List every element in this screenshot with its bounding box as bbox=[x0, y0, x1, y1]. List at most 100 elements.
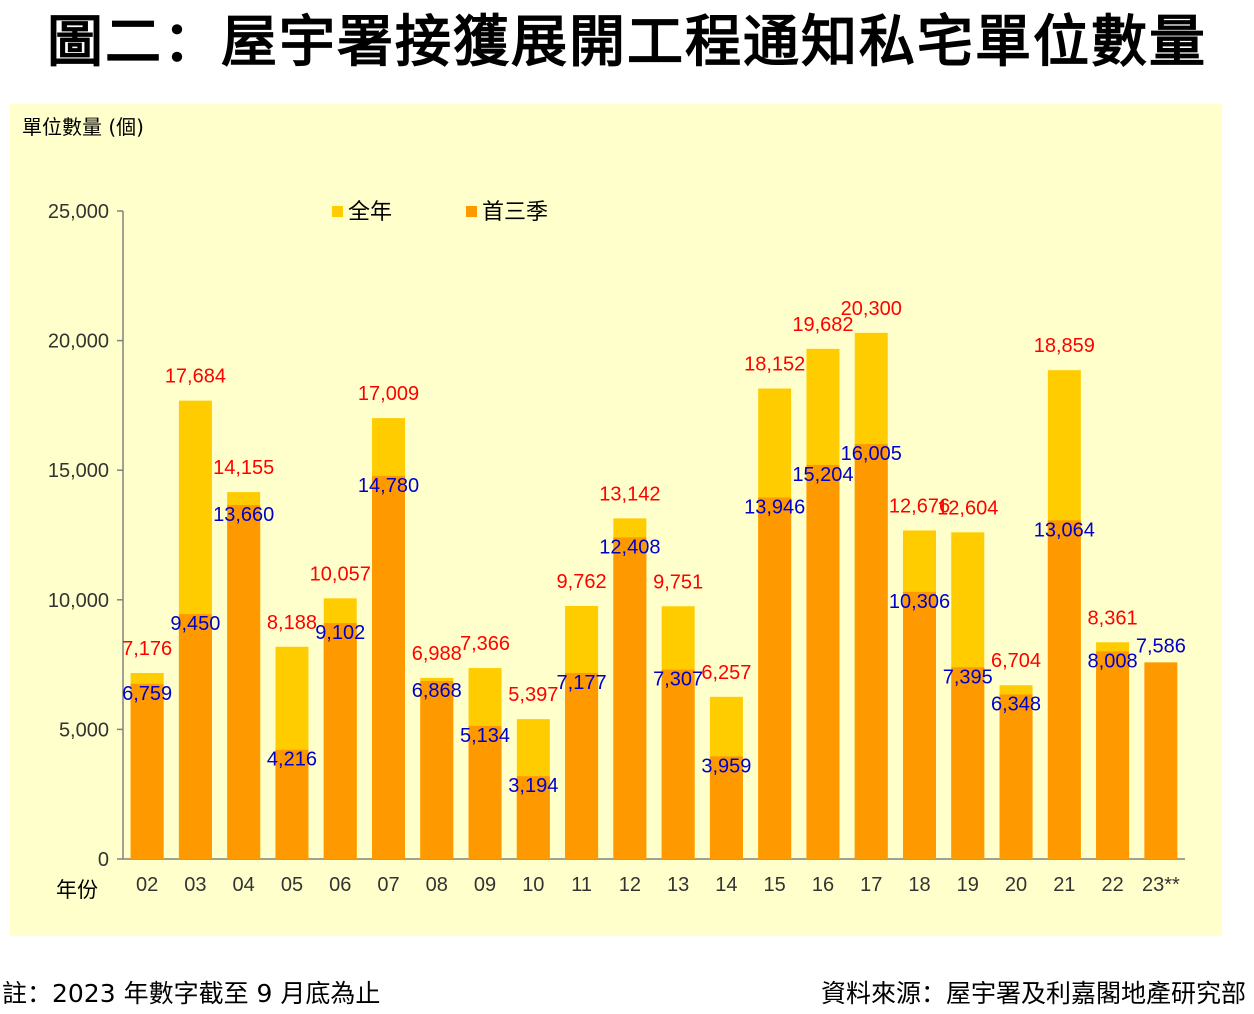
data-label-full-year: 12,604 bbox=[937, 497, 998, 519]
data-label-first-three-quarters: 9,102 bbox=[315, 622, 365, 644]
data-label-first-three-quarters: 4,216 bbox=[267, 749, 317, 771]
bar-chart: 單位數量 (個) 年份 全年 首三季 25,000 20,000 15,000 10,… bbox=[22, 115, 1186, 902]
data-label-full-year: 13,142 bbox=[599, 483, 660, 505]
x-tick-label: 17 bbox=[860, 874, 882, 896]
bar-first-three-quarters bbox=[903, 591, 936, 859]
bar-first-three-quarters bbox=[420, 680, 454, 859]
data-label-full-year: 20,300 bbox=[841, 298, 902, 320]
x-tick-label: 16 bbox=[812, 874, 834, 896]
x-tick-label: 23** bbox=[1142, 874, 1180, 896]
data-label-full-year: 5,397 bbox=[508, 684, 558, 706]
x-tick-label: 15 bbox=[764, 874, 786, 896]
data-label-first-three-quarters: 8,008 bbox=[1088, 650, 1138, 672]
bar-first-three-quarters bbox=[613, 537, 647, 859]
data-label-first-three-quarters: 6,868 bbox=[412, 680, 462, 702]
y-tick-label: 20,000 bbox=[48, 331, 109, 353]
data-label-first-three-quarters: 6,348 bbox=[991, 693, 1041, 715]
bar-first-three-quarters bbox=[372, 475, 405, 859]
bar-first-three-quarters bbox=[951, 667, 985, 859]
data-label-first-three-quarters: 7,177 bbox=[557, 672, 607, 694]
bar-first-three-quarters bbox=[516, 776, 550, 859]
y-tick-label: 15,000 bbox=[48, 460, 109, 482]
bar-first-three-quarters bbox=[275, 749, 309, 859]
bar-first-three-quarters bbox=[130, 683, 164, 859]
data-label-first-three-quarters: 6,759 bbox=[122, 683, 172, 705]
data-label-full-year: 19,682 bbox=[792, 314, 853, 336]
data-label-first-three-quarters: 13,660 bbox=[213, 504, 274, 526]
x-tick-label: 14 bbox=[715, 874, 737, 896]
data-label-full-year: 6,988 bbox=[412, 643, 462, 665]
x-tick-label: 20 bbox=[1005, 874, 1027, 896]
x-tick-label: 13 bbox=[667, 874, 689, 896]
data-label-first-three-quarters: 10,306 bbox=[889, 591, 950, 613]
data-label-first-three-quarters: 12,408 bbox=[599, 536, 660, 558]
bar-first-three-quarters bbox=[709, 756, 743, 859]
bar-first-three-quarters bbox=[227, 504, 261, 859]
data-label-first-three-quarters: 3,959 bbox=[701, 755, 751, 777]
x-tick-label: 07 bbox=[377, 874, 399, 896]
chart-panel: 單位數量 (個) 年份 全年 首三季 25,000 20,000 15,000 10,… bbox=[10, 104, 1222, 936]
data-label-full-year: 8,188 bbox=[267, 612, 317, 634]
chart-title: 圖二：屋宇署接獲展開工程通知私宅單位數量 bbox=[47, 10, 1207, 75]
source-note: 資料來源：屋宇署及利嘉閣地產研究部 bbox=[820, 979, 1246, 1008]
bar-first-three-quarters bbox=[323, 623, 357, 859]
data-label-first-three-quarters: 7,395 bbox=[943, 666, 993, 688]
x-tick-label: 22 bbox=[1101, 874, 1123, 896]
data-label-full-year: 18,152 bbox=[744, 354, 805, 376]
legend: 全年 首三季 bbox=[332, 200, 548, 225]
x-tick-label: 21 bbox=[1053, 874, 1075, 896]
bar-first-three-quarters bbox=[854, 444, 888, 859]
bar-first-three-quarters bbox=[1047, 520, 1081, 859]
data-label-first-three-quarters: 14,780 bbox=[358, 475, 419, 497]
data-label-first-three-quarters: 7,586 bbox=[1136, 635, 1186, 657]
data-label-full-year: 8,361 bbox=[1088, 607, 1138, 629]
data-label-first-three-quarters: 15,204 bbox=[792, 464, 853, 486]
data-label-first-three-quarters: 13,064 bbox=[1034, 519, 1095, 541]
x-tick-label: 02 bbox=[136, 874, 158, 896]
data-label-first-three-quarters: 16,005 bbox=[841, 443, 902, 465]
data-label-full-year: 10,057 bbox=[310, 563, 371, 585]
x-tick-label: 08 bbox=[426, 874, 448, 896]
data-label-full-year: 18,859 bbox=[1034, 335, 1095, 357]
x-tick-label: 05 bbox=[281, 874, 303, 896]
data-label-full-year: 14,155 bbox=[213, 457, 274, 479]
legend-swatch-full-year bbox=[332, 206, 343, 217]
legend-label-first-three-quarters: 首三季 bbox=[482, 200, 548, 225]
x-tick-label: 06 bbox=[329, 874, 351, 896]
data-label-full-year: 17,684 bbox=[165, 366, 226, 388]
bar-first-three-quarters bbox=[806, 464, 840, 859]
legend-swatch-first-three-quarters bbox=[466, 206, 477, 217]
data-label-full-year: 7,366 bbox=[460, 633, 510, 655]
x-tick-label: 18 bbox=[908, 874, 930, 896]
data-label-full-year: 9,751 bbox=[653, 571, 703, 593]
data-label-full-year: 17,009 bbox=[358, 383, 419, 405]
x-tick-label: 04 bbox=[233, 874, 255, 896]
data-label-first-three-quarters: 9,450 bbox=[170, 613, 220, 635]
bar-first-three-quarters bbox=[1144, 662, 1178, 859]
legend-label-full-year: 全年 bbox=[348, 200, 392, 225]
data-label-full-year: 6,257 bbox=[701, 662, 751, 684]
y-tick-label: 5,000 bbox=[59, 719, 109, 741]
bar-first-three-quarters bbox=[999, 694, 1033, 859]
bar-first-three-quarters bbox=[758, 497, 792, 859]
data-label-first-three-quarters: 5,134 bbox=[460, 725, 510, 747]
x-axis-label: 年份 bbox=[56, 878, 98, 902]
y-tick-label: 0 bbox=[98, 849, 109, 871]
bar-first-three-quarters bbox=[661, 669, 695, 859]
x-tick-label: 19 bbox=[957, 874, 979, 896]
bar-first-three-quarters bbox=[468, 725, 502, 859]
x-tick-label: 09 bbox=[474, 874, 496, 896]
bar-first-three-quarters bbox=[1096, 651, 1130, 859]
data-label-full-year: 12,676 bbox=[889, 495, 950, 517]
data-label-first-three-quarters: 3,194 bbox=[508, 775, 558, 797]
data-label-full-year: 7,176 bbox=[122, 638, 172, 660]
bar-first-three-quarters bbox=[565, 672, 599, 859]
data-label-full-year: 9,762 bbox=[557, 571, 607, 593]
y-tick-label: 10,000 bbox=[48, 590, 109, 612]
y-axis-label: 單位數量 (個) bbox=[22, 115, 144, 139]
footnote: 註：2023 年數字截至 9 月底為止 bbox=[2, 979, 381, 1008]
plot-area: 25,000 20,000 15,000 10,000 5,000 0 02 03 04 05 06… bbox=[48, 201, 1186, 896]
x-tick-label: 11 bbox=[571, 874, 592, 896]
data-label-first-three-quarters: 7,307 bbox=[653, 669, 703, 691]
bar-first-three-quarters bbox=[178, 614, 212, 859]
